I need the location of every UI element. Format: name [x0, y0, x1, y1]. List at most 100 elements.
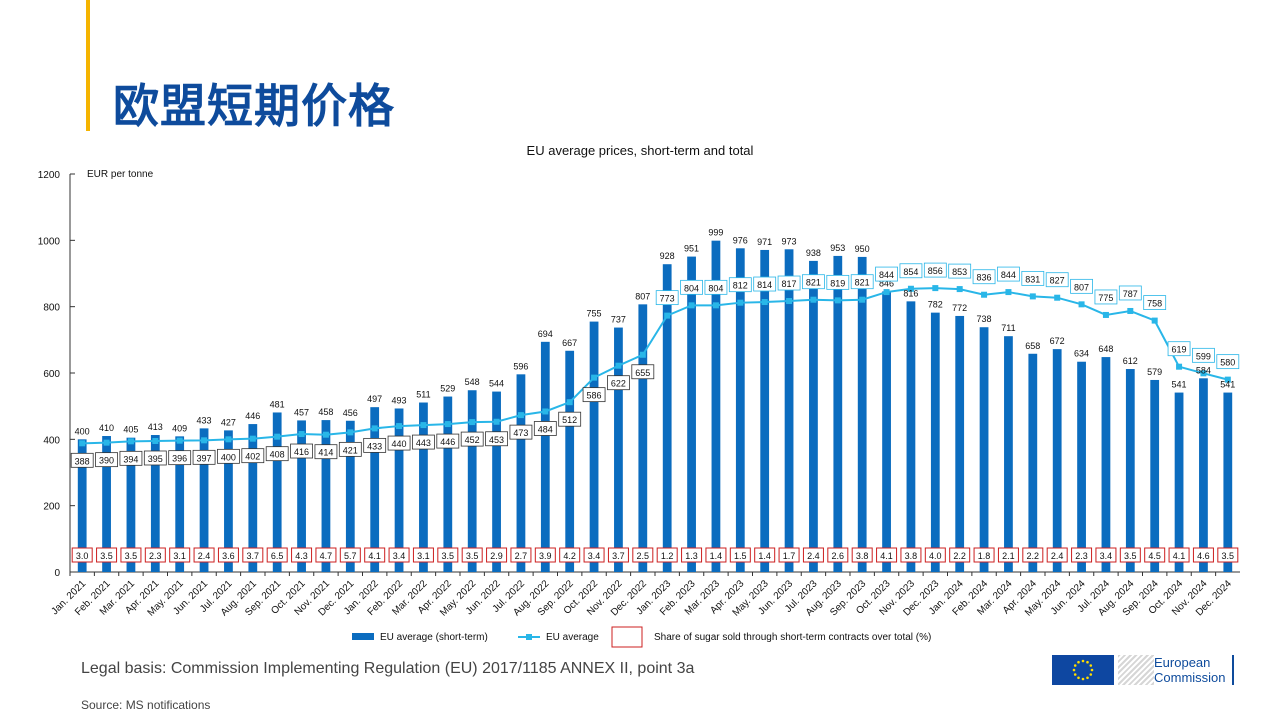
eu-average-label-box — [95, 452, 118, 468]
eu-average-label: 619 — [1172, 345, 1187, 355]
european-commission-logo: European Commission — [1052, 655, 1234, 685]
eu-average-point — [1176, 363, 1183, 370]
bar-value-label: 413 — [148, 422, 163, 432]
bar — [1223, 392, 1233, 572]
eu-average-label-box — [923, 262, 947, 278]
share-label-box — [364, 547, 386, 563]
share-label-box — [1022, 547, 1044, 563]
eu-average-label-box — [826, 274, 850, 290]
share-label-box — [729, 547, 751, 563]
eu-average-point — [444, 421, 451, 428]
eu-average-point — [859, 296, 866, 303]
eu-average-label-box — [1118, 285, 1142, 301]
eu-average-label-box — [485, 431, 508, 447]
eu-average-label-box — [582, 387, 606, 403]
share-label: 3.4 — [1100, 551, 1113, 561]
eu-average-point — [883, 289, 890, 296]
logo-line-commission: Commission — [1154, 670, 1226, 685]
bar-value-label: 541 — [1172, 380, 1187, 390]
share-label: 4.2 — [563, 551, 576, 561]
share-label-box — [583, 547, 605, 563]
share-label-box — [96, 547, 118, 563]
eu-average-label: 836 — [977, 273, 992, 283]
bar — [662, 264, 672, 572]
eu-average-label: 821 — [855, 278, 870, 288]
share-label-box — [510, 547, 532, 563]
share-label: 3.5 — [466, 551, 479, 561]
share-label: 3.5 — [442, 551, 455, 561]
share-label-box — [924, 547, 946, 563]
eu-average-label: 440 — [392, 439, 407, 449]
eu-average-label: 819 — [830, 278, 845, 288]
eu-average-point — [1102, 311, 1109, 318]
eu-average-label-box — [948, 263, 972, 279]
share-label-box — [339, 547, 361, 563]
bar — [1125, 369, 1135, 572]
eu-average-point — [786, 298, 793, 305]
eu-average-label-box — [972, 269, 996, 285]
eu-average-label-box — [168, 450, 192, 466]
bar-value-label: 458 — [318, 407, 333, 417]
y-tick-label: 600 — [43, 369, 60, 380]
bar — [614, 327, 623, 572]
eu-average-label-box — [290, 443, 313, 459]
chart-title: EU average prices, short-term and total — [527, 143, 754, 158]
eu-average-label-box — [70, 452, 94, 468]
bar-value-label: 511 — [416, 390, 430, 400]
share-label-box — [120, 547, 142, 563]
eu-flag-icon — [1052, 655, 1114, 685]
share-label-box — [534, 547, 556, 563]
share-label-box — [997, 547, 1019, 563]
bar-value-label: 694 — [538, 329, 553, 339]
bar-value-label: 738 — [977, 314, 992, 324]
share-label-box — [486, 547, 508, 563]
bar — [272, 412, 282, 572]
legend-label-short-term: EU average (short-term) — [380, 632, 488, 643]
share-label-box — [71, 547, 93, 563]
bar — [199, 428, 209, 572]
eu-average-point — [1127, 307, 1134, 314]
eu-average-point — [225, 436, 232, 443]
share-label: 2.5 — [637, 551, 650, 561]
eu-average-point — [688, 302, 695, 309]
bar — [809, 260, 818, 572]
share-label: 3.8 — [856, 551, 869, 561]
bar — [589, 321, 599, 572]
share-label: 3.9 — [539, 551, 552, 561]
share-label: 4.6 — [1197, 551, 1210, 561]
eu-average-label: 421 — [343, 445, 358, 455]
eu-average-label: 821 — [806, 278, 821, 288]
bar — [102, 436, 111, 572]
bar — [443, 396, 453, 572]
eu-average-point — [371, 425, 378, 432]
bar-value-label: 658 — [1025, 341, 1040, 351]
eu-average-label: 484 — [538, 424, 553, 434]
share-label: 3.4 — [393, 551, 406, 561]
bar-value-label: 973 — [782, 236, 797, 246]
bar — [1150, 379, 1160, 572]
share-label-box — [973, 547, 995, 563]
eu-average-label: 408 — [270, 450, 285, 460]
share-label: 2.4 — [807, 551, 820, 561]
eu-average-label-box — [241, 448, 265, 464]
share-label: 4.1 — [368, 551, 381, 561]
bar — [711, 240, 721, 573]
share-label-box — [1046, 547, 1068, 563]
eu-average-point — [591, 374, 598, 381]
eu-average-label-box — [607, 375, 630, 391]
bar-value-label: 457 — [294, 407, 309, 417]
bar-value-label: 612 — [1123, 356, 1138, 366]
bar — [565, 350, 575, 572]
eu-average-label-box — [850, 274, 874, 290]
y-axis-label: EUR per tonne — [87, 169, 154, 180]
bar — [882, 291, 891, 572]
bar-value-label: 772 — [952, 303, 967, 313]
eu-average-label: 655 — [635, 368, 650, 378]
bar — [321, 420, 331, 572]
share-label-box — [1119, 547, 1141, 563]
bar — [955, 315, 965, 572]
bar — [833, 255, 843, 572]
eu-average-label: 844 — [879, 270, 894, 280]
eu-average-point — [517, 412, 524, 419]
eu-average-label-box — [1094, 289, 1118, 305]
